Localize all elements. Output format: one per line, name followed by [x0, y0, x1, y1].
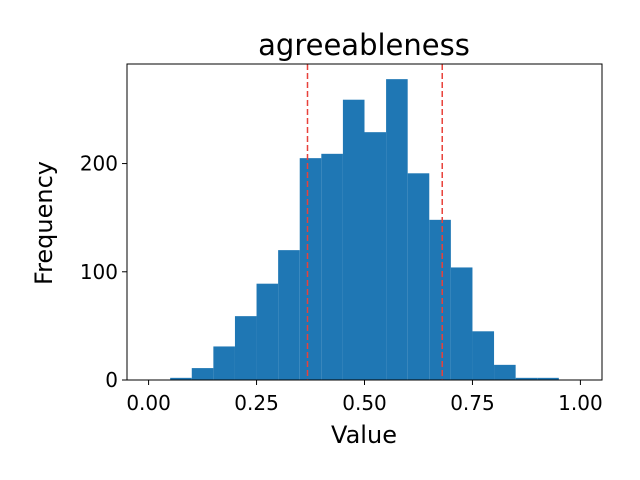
x-tick-label: 0.50: [342, 391, 387, 415]
histogram-bar: [364, 132, 387, 380]
histogram-bar: [342, 99, 365, 380]
x-tick-label: 0.75: [450, 391, 495, 415]
reference-lines-group: [306, 64, 443, 380]
histogram-bar: [515, 377, 538, 380]
y-tick-label: 100: [80, 260, 118, 284]
histogram-bar: [429, 219, 451, 380]
histogram-bar: [234, 316, 257, 380]
x-tick-label: 0.00: [126, 391, 171, 415]
x-tick-label: 1.00: [558, 391, 603, 415]
histogram-bar: [256, 283, 279, 380]
histogram-bar: [299, 158, 322, 380]
histogram-bar: [472, 331, 495, 380]
bars-group: [170, 79, 559, 380]
histogram-bar: [386, 79, 408, 380]
y-tick-label: 200: [80, 152, 118, 176]
x-axis-label: Value: [331, 421, 397, 449]
histogram-bar: [278, 250, 300, 380]
y-tick-label: 0: [105, 368, 118, 392]
histogram-bar: [537, 377, 559, 380]
chart-title: agreeableness: [258, 28, 470, 62]
histogram-bar: [407, 173, 430, 380]
histogram-bar: [450, 267, 473, 380]
y-axis-label: Frequency: [30, 161, 58, 285]
histogram-bar: [191, 368, 214, 380]
histogram-bar: [494, 364, 516, 380]
histogram-bar: [213, 346, 235, 380]
x-axis-ticks: 0.00 0.25 0.50 0.75 1.00: [126, 380, 603, 415]
histogram-bar: [321, 153, 343, 380]
x-tick-label: 0.25: [234, 391, 279, 415]
histogram-bar: [170, 377, 192, 380]
y-axis-ticks: 0 100 200: [80, 152, 127, 392]
